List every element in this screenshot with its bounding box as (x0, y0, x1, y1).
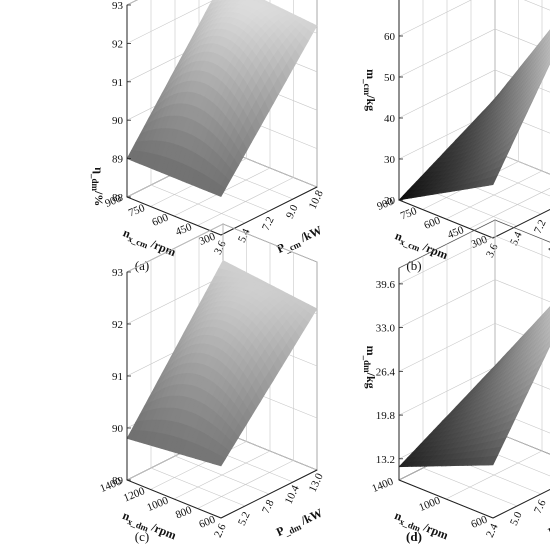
grid-line-y (150, 260, 246, 507)
y-tick-label: 5.2 (236, 510, 253, 528)
x-tick-label: 900 (375, 195, 395, 212)
z-tick-label: 92 (112, 319, 123, 331)
x-tick-label: 750 (127, 202, 147, 219)
grid-line-z (398, 279, 550, 328)
surface (398, 29, 550, 201)
panel-caption: (a) (135, 258, 149, 273)
y-tick-label: 3.6 (212, 239, 229, 257)
z-tick-label: 70 (384, 0, 396, 2)
x-axis-line (398, 479, 494, 519)
x-tick-label: 450 (174, 221, 194, 238)
y-tick-label: 5.4 (236, 227, 253, 245)
x-tick-label: 1000 (417, 494, 442, 514)
x-tick-label: 1000 (145, 494, 170, 514)
panel-caption: (d) (406, 529, 422, 544)
x-axis-line (126, 479, 222, 519)
y-tick-label: 7.6 (532, 498, 549, 516)
y-axis-label: P_dm /kW (546, 506, 550, 541)
y-tick-label: 7.2 (532, 218, 549, 236)
y-axis-label: P_dm /kW (274, 506, 326, 541)
y-axis-label: P_cm /kW (546, 226, 550, 261)
x-tick-label: 800 (174, 504, 194, 521)
z-tick-label: 40 (384, 113, 396, 125)
z-tick-label: 60 (384, 31, 396, 43)
z-tick-label: 93 (112, 0, 124, 12)
chart-panel-d: 13.2 19.8 26.4 33.0 39.6 600 1000 1400 2.4 5.0 7.6… (362, 219, 550, 544)
surface (398, 306, 550, 468)
y-tick-label: 10.8 (307, 188, 326, 211)
z-tick-label: 30 (384, 154, 396, 166)
x-tick-label: 600 (197, 513, 217, 530)
z-tick-label: 88 (112, 192, 124, 204)
surface-cell (216, 185, 226, 197)
x-tick-label: 600 (469, 513, 489, 530)
surface (126, 259, 318, 467)
x-tick-label: 600 (150, 211, 170, 228)
grid-line-x (469, 187, 550, 229)
z-tick-label: 91 (112, 77, 123, 89)
surface (126, 0, 318, 197)
x-tick-label: 300 (469, 233, 489, 250)
z-tick-label: 90 (112, 115, 124, 127)
y-axis-label: P_cm /kW (274, 223, 325, 258)
z-axis-label: m_dm/kg (362, 346, 378, 389)
z-tick-label: 26.4 (376, 366, 396, 378)
z-axis-label: η_dm/% (90, 167, 106, 206)
y-tick-label: 3.6 (484, 242, 501, 260)
z-tick-label: 33.0 (376, 323, 396, 335)
y-axis-line (492, 208, 550, 239)
x-axis-line (398, 199, 494, 239)
grid-line-y (422, 256, 518, 507)
y-tick-label: 7.2 (260, 215, 277, 233)
y-axis-line (492, 488, 550, 519)
grid-line-y (174, 248, 270, 495)
x-tick-label: 750 (399, 205, 419, 222)
y-tick-label: 5.0 (508, 510, 525, 528)
z-tick-label: 90 (112, 423, 124, 435)
surface-cell (488, 174, 498, 186)
z-tick-label: 92 (112, 38, 123, 50)
z-tick-label: 50 (384, 72, 396, 84)
x-tick-label: 1400 (370, 475, 395, 495)
y-tick-label: 10.4 (283, 483, 302, 506)
surface-cell (488, 455, 498, 466)
grid-line-z (398, 0, 550, 37)
x-tick-label: 600 (422, 214, 442, 231)
y-axis-line (220, 186, 318, 236)
chart-panel-c: 89909192936008001000120014002.65.27.810.… (90, 167, 326, 544)
grid-line-y (150, 0, 246, 224)
panel-caption: (c) (135, 529, 149, 544)
z-tick-label: 20 (384, 195, 396, 207)
x-axis-label: nx_cm /rpm (120, 225, 177, 261)
z-tick-label: 89 (112, 475, 124, 487)
z-tick-label: 91 (112, 371, 123, 383)
y-tick-label: 2.4 (484, 522, 501, 540)
x-tick-label: 300 (197, 230, 217, 247)
z-tick-label: 19.8 (376, 410, 396, 422)
z-axis-label: m_cm/kg (362, 69, 378, 111)
x-tick-label: 450 (446, 224, 466, 241)
y-axis-line (220, 469, 318, 519)
z-tick-label: 93 (112, 267, 124, 279)
y-tick-label: 13.0 (307, 471, 326, 494)
chart-panel-b: 2030405060703004506007509003.65.47.29.01… (362, 0, 550, 273)
y-tick-label: 9.0 (284, 203, 301, 221)
z-tick-label: 39.6 (376, 279, 396, 291)
z-tick-label: 89 (112, 154, 124, 166)
z-tick-label: 13.2 (376, 454, 395, 466)
surface-cell (216, 455, 226, 467)
y-tick-label: 2.6 (212, 522, 229, 540)
panel-caption: (b) (406, 258, 421, 273)
x-tick-label: 1200 (122, 485, 147, 505)
y-tick-label: 7.8 (260, 498, 277, 516)
x-axis-line (126, 196, 222, 236)
x-tick-label: 900 (103, 192, 123, 209)
